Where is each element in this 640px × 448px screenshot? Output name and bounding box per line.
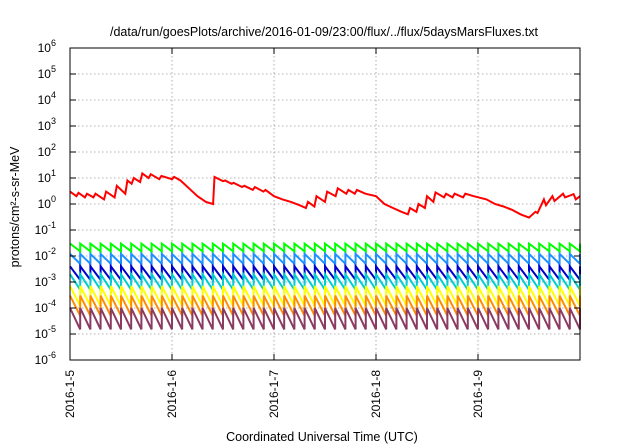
y-tick-label: 10-6 <box>35 350 56 367</box>
y-tick-exponent: 6 <box>51 38 56 48</box>
y-tick-exponent: 3 <box>51 116 56 126</box>
series-line-1 <box>69 171 581 219</box>
y-tick-exponent: -1 <box>48 220 56 230</box>
series-line-4 <box>69 263 581 283</box>
y-tick-exponent: 4 <box>51 90 56 100</box>
plot-frame <box>69 47 581 361</box>
y-tick-exponent: 5 <box>51 64 56 74</box>
y-tick-base: 10 <box>38 119 52 133</box>
y-tick-base: 10 <box>38 171 52 185</box>
y-tick-base: 10 <box>35 275 49 289</box>
x-tick-label: 2016-1-6 <box>165 370 179 418</box>
x-axis-label: Coordinated Universal Time (UTC) <box>226 430 418 444</box>
x-tick-label: 2016-1-8 <box>369 370 383 418</box>
y-tick-exponent: -3 <box>48 272 56 282</box>
x-tick-labels: 2016-1-5 2016-1-6 2016-1-7 2016-1-8 2016-1-9 <box>63 370 485 418</box>
y-tick-base: 10 <box>38 41 52 55</box>
y-tick-exponent: -5 <box>48 324 56 334</box>
y-tick-label: 100 <box>38 194 56 211</box>
y-tick-label: 10-3 <box>35 272 56 289</box>
y-tick-label: 102 <box>38 142 56 159</box>
y-tick-label: 104 <box>38 90 56 107</box>
series-line-5 <box>69 270 581 294</box>
series-line-7 <box>69 295 581 317</box>
series-line-3 <box>69 251 581 267</box>
y-tick-labels: 10-610-510-410-310-210-11001011021031041… <box>35 38 56 367</box>
y-tick-base: 10 <box>35 327 49 341</box>
y-tick-base: 10 <box>38 145 52 159</box>
y-tick-label: 10-1 <box>35 220 56 237</box>
y-tick-base: 10 <box>38 93 52 107</box>
y-tick-base: 10 <box>38 67 52 81</box>
y-tick-label: 103 <box>38 116 56 133</box>
y-tick-base: 10 <box>35 223 49 237</box>
y-tick-label: 10-5 <box>35 324 56 341</box>
y-axis-label: protons/cm²-s-sr-MeV <box>8 146 22 268</box>
series-line-6 <box>69 285 581 307</box>
y-tick-label: 10-2 <box>35 246 56 263</box>
y-tick-exponent: 1 <box>51 168 56 178</box>
y-tick-label: 101 <box>38 168 56 185</box>
x-tick-label: 2016-1-7 <box>267 370 281 418</box>
axes <box>69 47 581 361</box>
series-line-2 <box>69 241 581 254</box>
y-tick-base: 10 <box>38 197 52 211</box>
series-line-8 <box>69 307 581 330</box>
x-tick-label: 2016-1-9 <box>471 370 485 418</box>
y-tick-label: 106 <box>38 38 56 55</box>
y-tick-base: 10 <box>35 301 49 315</box>
y-tick-base: 10 <box>35 353 49 367</box>
y-tick-base: 10 <box>35 249 49 263</box>
y-tick-exponent: -4 <box>48 298 56 308</box>
y-tick-exponent: -6 <box>48 350 56 360</box>
y-tick-exponent: -2 <box>48 246 56 256</box>
x-tick-label: 2016-1-5 <box>63 370 77 418</box>
chart-title: /data/run/goesPlots/archive/2016-01-09/2… <box>110 25 539 39</box>
y-tick-exponent: 2 <box>51 142 56 152</box>
y-tick-label: 10-4 <box>35 298 56 315</box>
y-tick-exponent: 0 <box>51 194 56 204</box>
y-tick-label: 105 <box>38 64 56 81</box>
data-series <box>69 171 581 330</box>
